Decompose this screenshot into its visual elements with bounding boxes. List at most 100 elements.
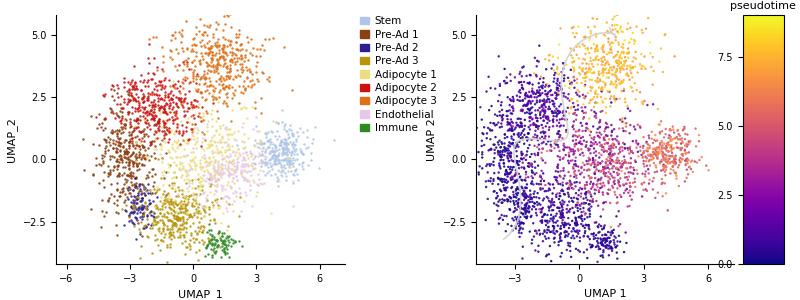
Point (150, 205, 162, 209)
Point (603, 236, 616, 240)
Point (594, 176, 607, 181)
Point (484, 128, 497, 133)
Point (224, 11, 237, 16)
Point (558, 79, 570, 83)
Point (130, 126, 142, 131)
Point (154, 80, 166, 85)
Point (162, 136, 175, 141)
Point (619, 100, 632, 104)
Point (502, 95, 514, 100)
Point (656, 152, 669, 156)
Point (182, 81, 195, 85)
Point (130, 140, 142, 144)
Point (142, 84, 154, 88)
Point (554, 238, 566, 243)
Point (680, 161, 693, 166)
Point (600, 166, 613, 170)
Point (136, 142, 149, 147)
Point (209, 140, 222, 144)
Point (677, 128, 690, 133)
Point (494, 176, 506, 181)
Point (574, 215, 587, 220)
Point (197, 178, 210, 182)
Point (198, 172, 210, 177)
Point (556, 156, 569, 161)
Point (164, 91, 177, 96)
Point (111, 91, 124, 96)
Point (207, 70, 220, 74)
Point (562, 216, 574, 220)
Point (304, 151, 317, 155)
Point (567, 123, 580, 128)
Point (476, 166, 489, 171)
Point (560, 128, 573, 133)
Point (600, 125, 613, 130)
Point (548, 240, 561, 245)
Point (610, 70, 622, 75)
Point (149, 104, 162, 109)
Point (554, 215, 567, 220)
Point (123, 116, 136, 121)
Point (197, 206, 210, 210)
Point (583, 100, 596, 105)
Point (609, 192, 622, 197)
Point (136, 99, 149, 104)
Point (580, 140, 593, 144)
Point (200, 164, 213, 168)
Point (526, 122, 539, 127)
Point (136, 198, 149, 203)
Point (518, 214, 531, 219)
Point (514, 206, 527, 211)
Point (204, 68, 217, 73)
Point (486, 181, 499, 186)
Point (136, 234, 149, 239)
Point (593, 140, 606, 145)
Point (541, 227, 554, 232)
Point (233, 185, 246, 190)
Point (230, 149, 242, 154)
Point (170, 101, 182, 106)
Point (274, 140, 286, 145)
Point (571, 11, 584, 16)
Point (207, 139, 220, 144)
Point (516, 220, 529, 225)
Point (215, 144, 228, 149)
Point (567, 75, 580, 80)
Point (138, 132, 150, 136)
X-axis label: UMAP 1: UMAP 1 (584, 289, 626, 299)
Point (116, 110, 129, 115)
Point (254, 153, 266, 158)
Point (608, 240, 621, 245)
Point (530, 115, 542, 120)
Point (130, 194, 143, 199)
Point (210, 184, 222, 188)
Point (222, 239, 235, 244)
Point (134, 188, 147, 193)
Point (145, 191, 158, 196)
Point (161, 227, 174, 232)
Point (655, 182, 668, 186)
Point (575, 213, 588, 218)
Point (640, 140, 653, 144)
Point (654, 168, 667, 173)
Point (129, 146, 142, 150)
Point (233, 83, 246, 88)
Point (582, 159, 595, 164)
Point (194, 225, 206, 230)
Point (531, 108, 544, 113)
Point (554, 123, 567, 128)
Point (483, 163, 496, 168)
Point (634, 148, 646, 153)
Point (605, 133, 618, 138)
Point (567, 149, 580, 154)
Point (491, 194, 504, 198)
Point (518, 64, 530, 69)
Point (158, 103, 170, 108)
Point (583, 208, 596, 213)
Point (512, 197, 525, 202)
Point (530, 231, 543, 236)
Point (282, 147, 294, 152)
Point (148, 103, 161, 108)
Point (604, 239, 617, 244)
Point (617, 45, 630, 50)
